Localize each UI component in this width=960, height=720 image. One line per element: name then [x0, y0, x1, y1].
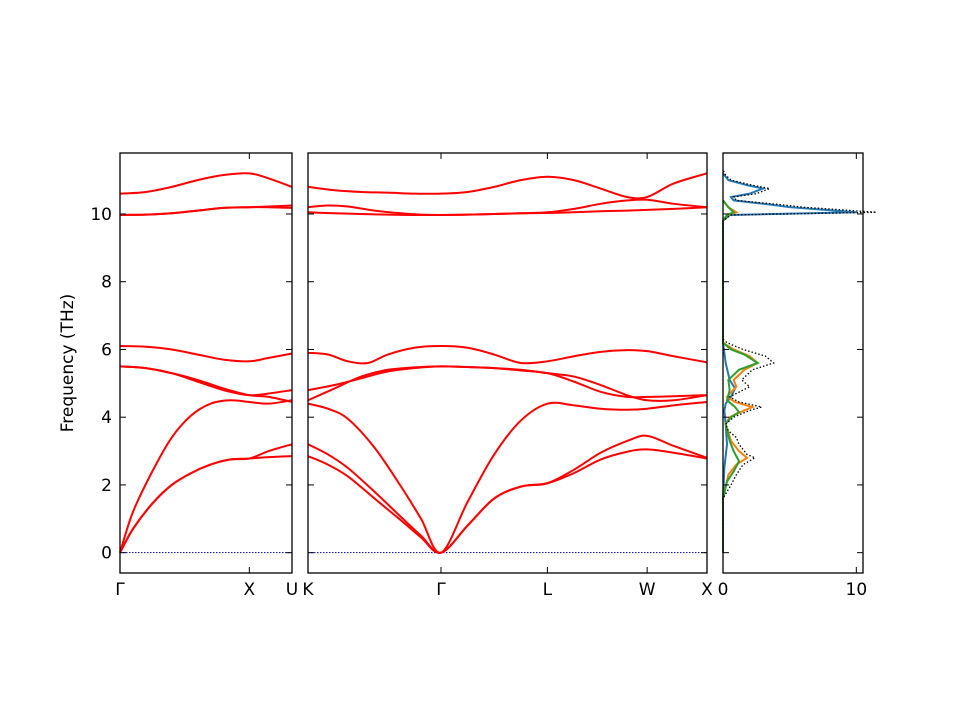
x-tick-label: U	[286, 580, 298, 600]
y-tick-label: 6	[101, 340, 112, 360]
phonon-band-9	[119, 172, 293, 195]
x-tick-label: X	[243, 580, 255, 600]
phonon-band-2	[119, 443, 293, 554]
x-tick-label: Γ	[115, 580, 125, 600]
phonon-band-4	[307, 365, 708, 402]
phonon-band-5	[307, 365, 708, 402]
dos-panel: 0 10	[718, 152, 877, 600]
phonon-band-6	[307, 345, 708, 365]
phonon-band-5	[119, 365, 293, 397]
phonon-band-8	[307, 198, 708, 216]
phonon-band-1	[307, 448, 708, 554]
plot-frame-2	[722, 152, 864, 574]
x-tick-label: K	[302, 580, 314, 600]
y-tick-label: 8	[101, 273, 112, 293]
phonon-band-6	[119, 345, 293, 363]
phonon-band-2	[307, 434, 708, 554]
phonon-band-3	[119, 399, 293, 553]
band-panel-gamma-x-u: 0 2 4 6 8 10 Γ X U	[90, 152, 298, 600]
x-tick-label: 0	[718, 580, 729, 600]
dos-curve-green	[722, 199, 760, 553]
phonon-band-3	[307, 400, 708, 554]
dos-curve-blue	[722, 172, 857, 553]
y-axis-label: Frequency (THz)	[58, 294, 78, 433]
plot-frame-0	[119, 152, 293, 574]
y-tick-label: 2	[101, 476, 112, 496]
phonon-band-1	[119, 455, 293, 554]
x-tick-label: Γ	[436, 580, 446, 600]
phonon-band-8	[119, 204, 293, 216]
y-tick-label: 10	[90, 205, 112, 225]
dos-curve-total	[722, 169, 877, 553]
x-tick-label: W	[639, 580, 656, 600]
x-tick-label: L	[543, 580, 553, 600]
x-tick-label: X	[701, 580, 713, 600]
phonon-band-9	[307, 172, 708, 200]
y-tick-label: 0	[101, 544, 112, 564]
y-tick-label: 4	[101, 408, 112, 428]
plot-frame-1	[307, 152, 708, 574]
x-tick-label: 10	[846, 580, 868, 600]
